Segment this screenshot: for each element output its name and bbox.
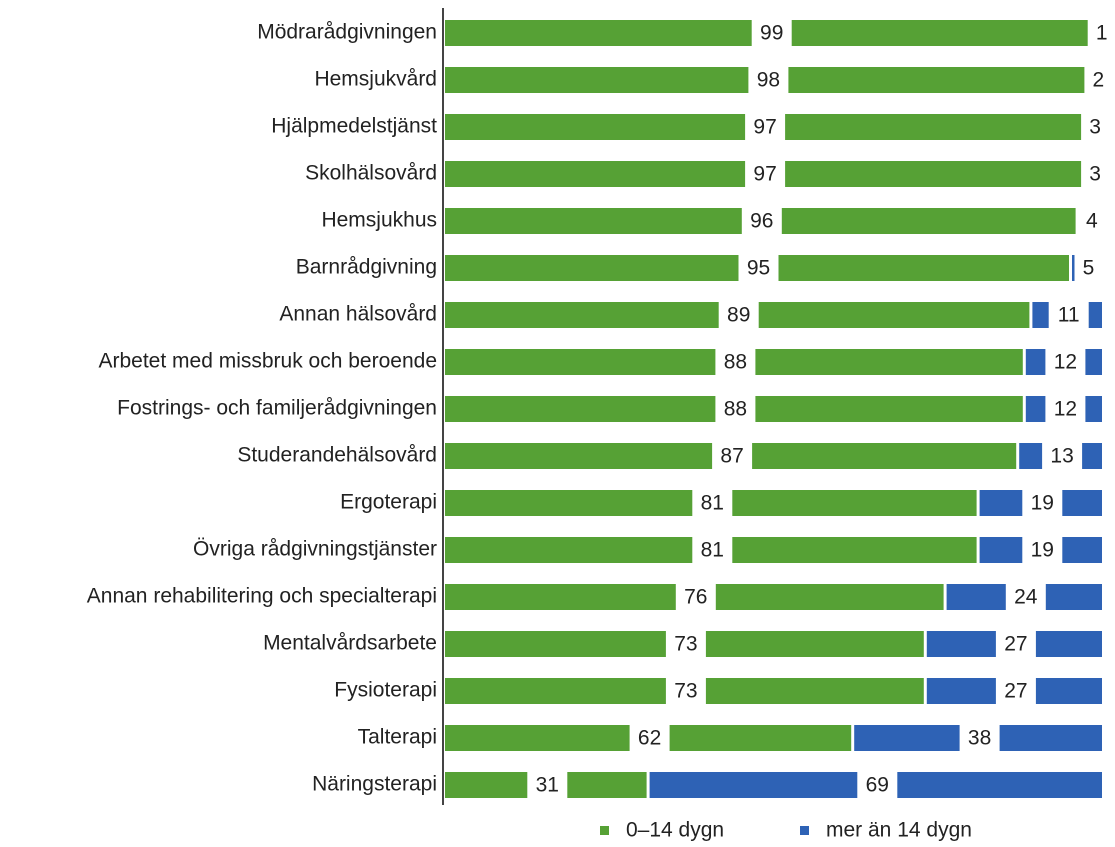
label-bg [745, 113, 786, 141]
label-bg [629, 724, 670, 752]
value-label: 27 [1004, 633, 1027, 656]
category-label: Hemsjukhus [321, 209, 437, 232]
category-label: Annan hälsovård [279, 303, 437, 326]
category-label: Fysioterapi [334, 679, 437, 702]
value-label: 38 [968, 727, 991, 750]
value-label: 12 [1054, 398, 1077, 421]
label-bg [745, 160, 786, 188]
category-label: Mentalvårdsarbete [263, 632, 437, 655]
value-label: 97 [753, 163, 776, 186]
label-bg [738, 254, 779, 282]
label-bg [959, 724, 1000, 752]
value-label: 95 [747, 257, 770, 280]
label-bg [1022, 489, 1063, 517]
value-label: 87 [720, 445, 743, 468]
label-bg [1087, 19, 1115, 47]
label-bg [675, 583, 716, 611]
label-bg [751, 19, 792, 47]
value-label: 81 [701, 539, 724, 562]
label-bg [1045, 395, 1086, 423]
label-bg [1077, 207, 1106, 235]
label-bg [1045, 348, 1086, 376]
legend-label: 0–14 dygn [626, 819, 724, 842]
value-label: 81 [701, 492, 724, 515]
category-label: Mödrarådgivningen [257, 21, 437, 44]
label-bg [995, 630, 1036, 658]
label-bg [995, 677, 1036, 705]
value-label: 19 [1031, 539, 1054, 562]
value-label: 98 [757, 69, 780, 92]
value-label: 88 [724, 398, 747, 421]
category-label: Studerandehälsovård [237, 444, 437, 467]
value-label: 11 [1058, 304, 1080, 327]
category-label: Talterapi [358, 726, 437, 749]
legend-label: mer än 14 dygn [826, 819, 972, 842]
value-label: 88 [724, 351, 747, 374]
category-label: Fostrings- och familjerådgivningen [117, 397, 437, 420]
value-label: 19 [1031, 492, 1054, 515]
label-bg [718, 301, 759, 329]
label-bg [1042, 442, 1083, 470]
label-bg [1005, 583, 1046, 611]
value-label: 4 [1086, 210, 1098, 233]
category-label: Barnrådgivning [296, 256, 437, 279]
value-label: 97 [753, 116, 776, 139]
category-label: Arbetet med missbruk och beroende [98, 350, 437, 373]
label-bg [741, 207, 782, 235]
value-label: 2 [1093, 69, 1105, 92]
label-bg [1081, 113, 1110, 141]
value-label: 13 [1050, 445, 1073, 468]
value-label: 96 [750, 210, 773, 233]
label-bg [1048, 301, 1089, 329]
value-label: 62 [638, 727, 661, 750]
label-bg [712, 442, 753, 470]
label-bg [715, 348, 756, 376]
label-bg [665, 677, 706, 705]
value-label: 12 [1054, 351, 1077, 374]
label-bg [857, 771, 898, 799]
value-label: 1 [1096, 22, 1108, 45]
legend-swatch [800, 826, 809, 835]
value-label: 76 [684, 586, 707, 609]
label-bg [665, 630, 706, 658]
value-label: 69 [866, 774, 889, 797]
label-bg [692, 489, 733, 517]
category-label: Hemsjukvård [314, 68, 437, 91]
label-bg [1074, 254, 1103, 282]
value-label: 73 [674, 680, 697, 703]
value-label: 99 [760, 22, 783, 45]
label-bg [527, 771, 568, 799]
label-bg [748, 66, 789, 94]
category-label: Ergoterapi [340, 491, 437, 514]
category-label: Övriga rådgivningstjänster [193, 538, 437, 561]
value-label: 3 [1089, 163, 1101, 186]
label-bg [1081, 160, 1110, 188]
category-label: Näringsterapi [312, 773, 437, 796]
category-label: Annan rehabilitering och specialterapi [87, 585, 437, 608]
label-bg [1084, 66, 1113, 94]
label-bg [692, 536, 733, 564]
value-label: 27 [1004, 680, 1027, 703]
label-bg [1022, 536, 1063, 564]
legend-swatch [600, 826, 609, 835]
category-label: Hjälpmedelstjänst [271, 115, 437, 138]
category-label: Skolhälsovård [305, 162, 437, 185]
value-label: 89 [727, 304, 750, 327]
value-label: 5 [1083, 257, 1095, 280]
value-label: 31 [536, 774, 559, 797]
label-bg [715, 395, 756, 423]
value-label: 73 [674, 633, 697, 656]
value-label: 3 [1089, 116, 1101, 139]
value-label: 24 [1014, 586, 1038, 609]
